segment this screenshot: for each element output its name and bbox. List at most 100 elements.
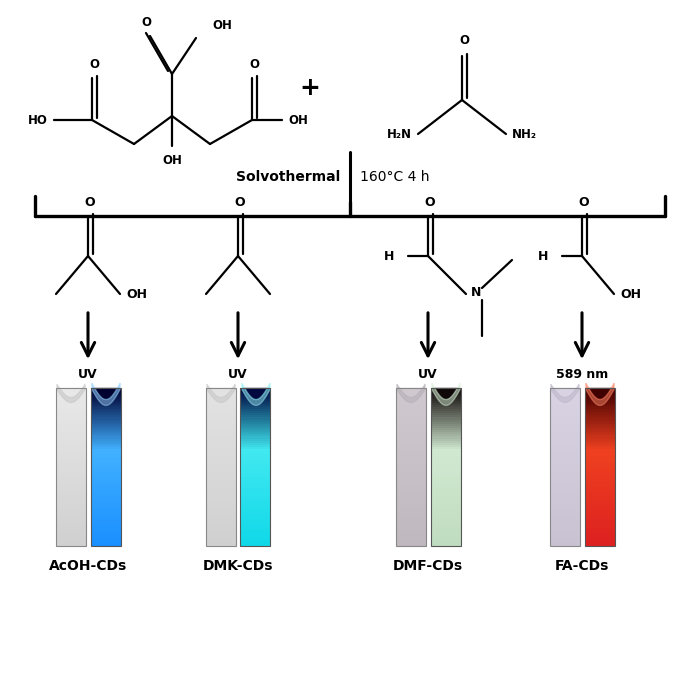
Bar [55,387,85,392]
Bar [395,431,426,436]
Bar [584,468,615,470]
Bar [430,409,461,411]
Bar [584,407,615,409]
Bar [550,514,580,519]
Bar [395,530,426,534]
Bar [206,510,235,514]
Bar [584,519,615,522]
Bar [90,453,120,456]
Bar [395,491,426,495]
Bar [395,443,426,447]
Bar [90,473,120,475]
Bar [241,541,270,544]
Bar [241,473,270,475]
Bar [90,424,120,426]
Bar [206,415,235,419]
Bar [430,453,461,456]
Bar [584,453,615,456]
Bar [584,428,615,430]
Text: HO: HO [28,114,48,126]
Bar [430,447,461,449]
Bar [550,411,580,415]
Bar [550,459,580,463]
Text: O: O [234,195,245,209]
Bar [55,435,85,439]
Bar [430,541,461,544]
Bar [90,517,120,520]
Bar [395,470,426,475]
Bar [584,463,615,466]
Bar [241,401,270,403]
Text: H: H [538,249,548,262]
Bar [584,461,615,463]
Bar [550,388,580,546]
Bar [241,475,270,477]
Bar [206,491,235,495]
Bar [430,529,461,532]
Bar [430,531,461,534]
Text: H₂N: H₂N [387,128,412,140]
Bar [90,480,120,482]
Bar [430,498,461,501]
Bar [430,388,461,546]
Bar [90,426,120,428]
Bar [90,401,120,403]
Bar [55,514,85,519]
Bar [90,394,120,396]
Bar [584,487,615,489]
Bar [206,443,235,447]
Bar [584,505,615,508]
Bar [584,524,615,527]
Bar [584,534,615,537]
Bar [550,479,580,483]
Bar [550,503,580,507]
Bar [206,498,235,503]
Bar [430,468,461,470]
Bar [241,507,270,510]
Bar [206,411,235,415]
Text: OH: OH [288,114,308,126]
Bar [584,392,615,394]
Bar [584,438,615,440]
Bar [241,419,270,422]
Bar [241,534,270,537]
Bar [584,456,615,459]
Bar [241,470,270,473]
Bar [241,387,270,390]
Bar [90,438,120,440]
Bar [395,439,426,443]
Bar [430,519,461,522]
Bar [395,459,426,463]
Bar [55,503,85,507]
Bar [241,394,270,396]
Bar [584,529,615,532]
Bar [55,399,85,404]
Bar [430,473,461,475]
Bar [584,536,615,539]
Text: +: + [300,76,321,100]
Bar [241,522,270,525]
Bar [241,491,270,494]
Bar [55,455,85,459]
Bar [430,534,461,537]
Bar [241,505,270,508]
Bar [241,517,270,520]
Bar [550,491,580,495]
Bar [90,440,120,443]
Bar [90,458,120,461]
Bar [90,536,120,539]
Bar [550,439,580,443]
Text: 589 nm: 589 nm [556,368,608,380]
Text: UV: UV [78,368,98,380]
Bar [90,389,120,392]
Bar [430,493,461,496]
Bar [55,530,85,534]
Bar [584,440,615,443]
Bar [90,443,120,445]
Bar [90,512,120,515]
Bar [55,443,85,447]
Bar [241,424,270,426]
Bar [584,510,615,513]
Bar [241,503,270,506]
Bar [55,534,85,538]
